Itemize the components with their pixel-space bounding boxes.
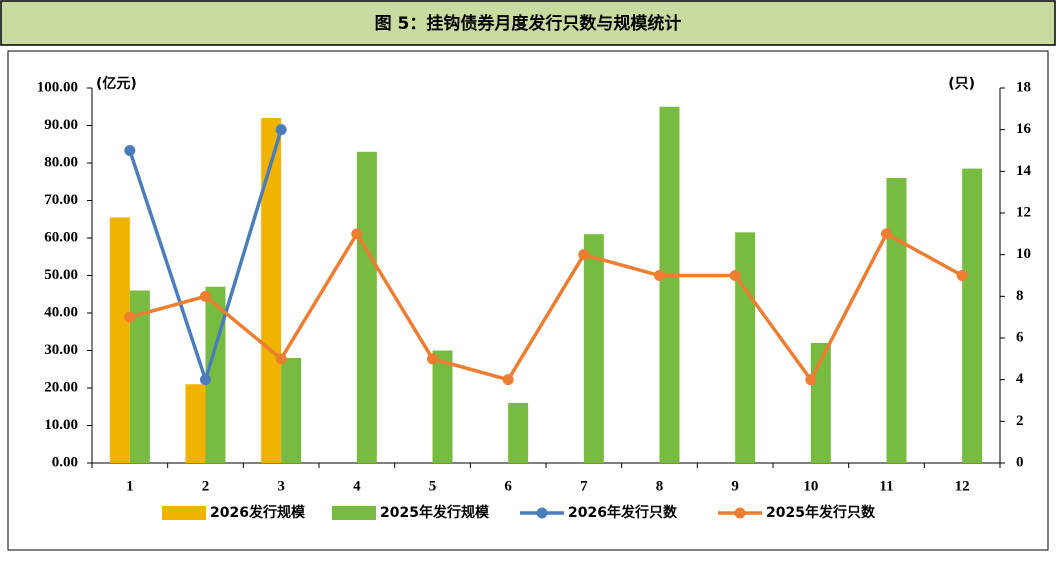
y2-tick-label: 6 [1016, 329, 1024, 345]
y2-tick-label: 4 [1016, 371, 1024, 387]
point [654, 270, 665, 281]
point [275, 124, 287, 136]
bar [261, 118, 282, 463]
bar [962, 168, 983, 463]
legend-swatch [332, 506, 376, 520]
x-tick-label: 9 [731, 478, 739, 494]
point [200, 290, 211, 302]
line [129, 230, 964, 383]
bar [109, 217, 130, 463]
y-tick-label: 0.00 [52, 454, 78, 470]
y-tick-label: 40.00 [44, 304, 78, 320]
y2-unit: (只) [948, 76, 975, 92]
point [881, 228, 892, 240]
point [275, 353, 287, 365]
y-tick-label: 90.00 [44, 117, 78, 133]
legend-label: 2025年发行只数 [766, 504, 876, 521]
x-tick-label: 2 [202, 478, 210, 494]
legend-swatch [162, 506, 206, 520]
legend-swatch [734, 507, 746, 519]
bar [356, 151, 377, 463]
y-tick-label: 20.00 [44, 379, 78, 395]
y-tick-label: 70.00 [44, 192, 78, 208]
point [502, 374, 514, 386]
bar [432, 350, 453, 463]
bar [886, 178, 907, 463]
point [124, 145, 136, 156]
y2-tick-label: 16 [1016, 121, 1032, 137]
bar [583, 234, 604, 463]
bar [508, 403, 529, 463]
point [427, 353, 438, 365]
y2-tick-label: 2 [1016, 413, 1024, 429]
point [578, 249, 590, 261]
x-tick-label: 8 [656, 478, 664, 494]
y2-tick-label: 8 [1016, 288, 1024, 304]
y-tick-label: 30.00 [44, 342, 78, 358]
legend-swatch [536, 507, 548, 519]
legend-label: 2025年发行规模 [380, 504, 490, 521]
point [729, 270, 741, 281]
y-tick-label: 80.00 [44, 154, 78, 170]
x-tick-label: 4 [353, 478, 361, 494]
bar [185, 384, 206, 463]
x-tick-label: 3 [277, 478, 285, 494]
x-tick-label: 10 [803, 478, 818, 494]
header-band [0, 0, 1056, 46]
legend-label: 2026发行规模 [210, 504, 306, 521]
y-tick-label: 50.00 [44, 267, 78, 283]
point [351, 228, 363, 240]
bar [659, 106, 680, 463]
point [200, 374, 211, 386]
x-tick-label: 12 [955, 478, 970, 494]
x-tick-label: 5 [429, 478, 437, 494]
y-tick-label: 60.00 [44, 229, 78, 245]
y2-tick-label: 0 [1016, 454, 1024, 470]
bar [735, 232, 756, 463]
x-tick-label: 1 [126, 478, 134, 494]
x-tick-label: 7 [580, 478, 588, 494]
y-tick-label: 10.00 [44, 417, 78, 433]
x-tick-label: 6 [504, 478, 512, 494]
point [956, 270, 968, 281]
chart-frame [7, 50, 1049, 551]
chart-title: 图 5：挂钩债券月度发行只数与规模统计 [375, 13, 682, 34]
y2-tick-label: 10 [1016, 246, 1031, 262]
bar [281, 358, 302, 463]
y-unit: (亿元) [96, 75, 137, 92]
y2-tick-label: 12 [1016, 204, 1031, 220]
y2-tick-label: 18 [1016, 79, 1031, 95]
x-tick-label: 11 [879, 478, 893, 494]
point [805, 374, 817, 386]
point [124, 311, 136, 323]
legend-label: 2026年发行只数 [568, 504, 678, 521]
y-tick-label: 100.00 [37, 79, 78, 95]
bar [129, 290, 150, 463]
y2-tick-label: 14 [1016, 163, 1032, 179]
